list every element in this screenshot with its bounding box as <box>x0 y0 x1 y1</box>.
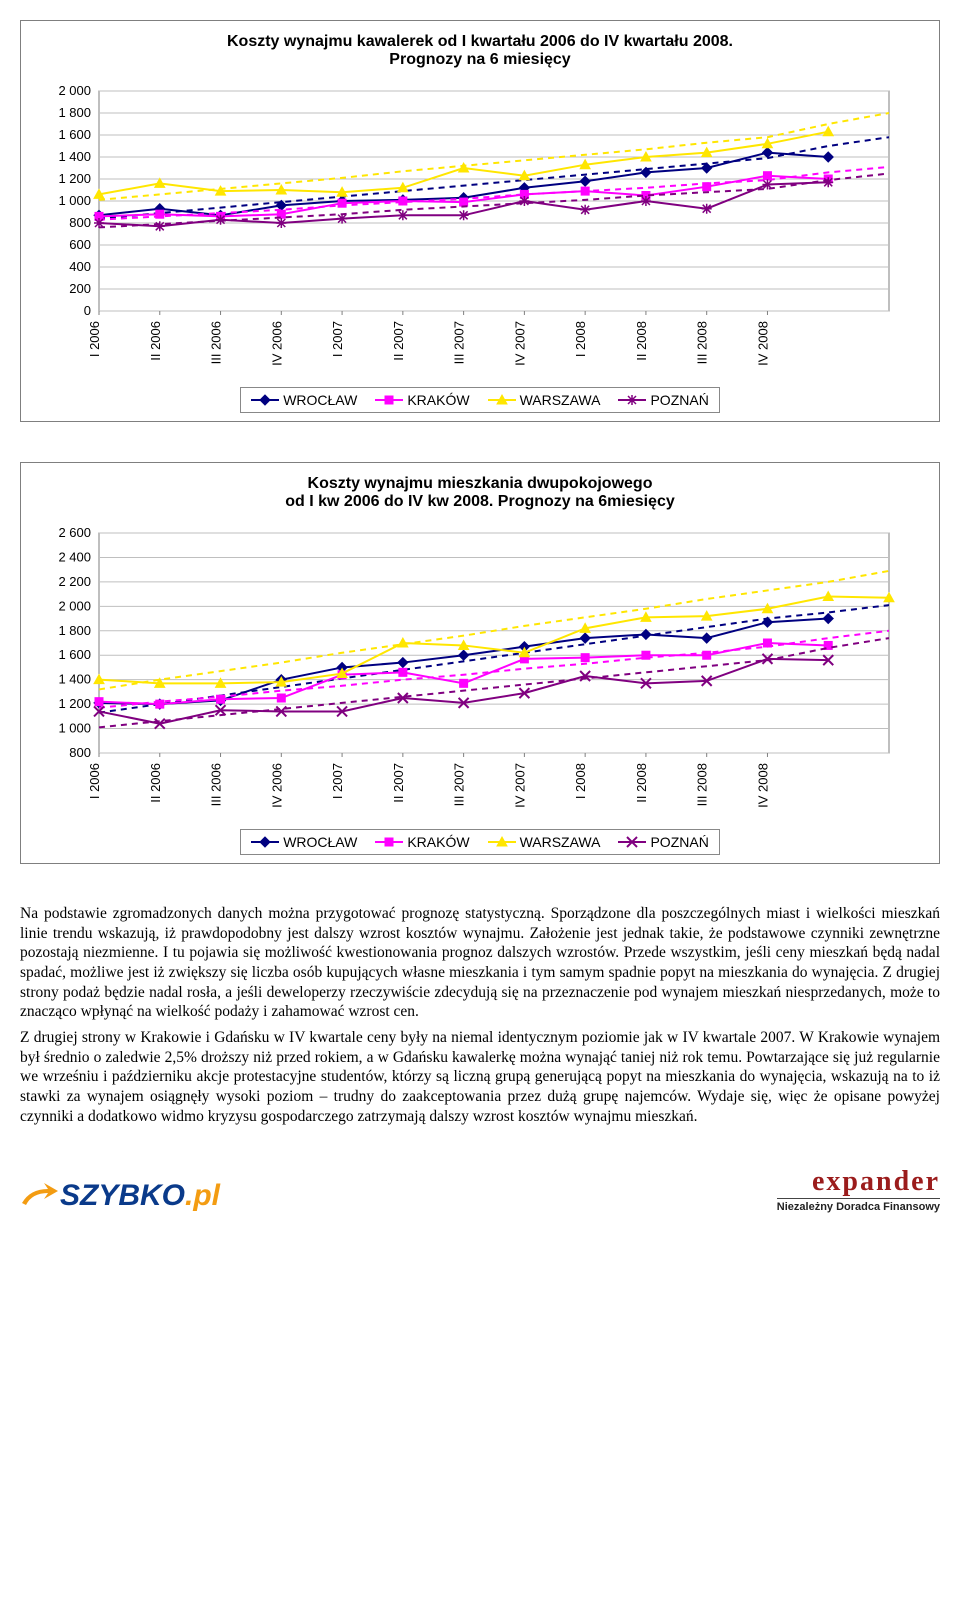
legend-label: WROCŁAW <box>283 392 357 408</box>
legend-label: KRAKÓW <box>407 392 469 408</box>
svg-text:IV 2006: IV 2006 <box>269 321 284 366</box>
svg-text:II 2008: II 2008 <box>634 321 649 361</box>
svg-text:1 400: 1 400 <box>58 149 91 164</box>
svg-text:400: 400 <box>69 259 91 274</box>
legend-label: WROCŁAW <box>283 834 357 850</box>
svg-text:200: 200 <box>69 281 91 296</box>
legend-label: POZNAŃ <box>650 392 708 408</box>
svg-text:I 2007: I 2007 <box>330 321 345 357</box>
chart2-container: Koszty wynajmu mieszkania dwupokojowego … <box>20 462 940 864</box>
legend-label: KRAKÓW <box>407 834 469 850</box>
svg-text:IV 2007: IV 2007 <box>512 321 527 366</box>
chart1-svg: 0 200 400 600 800 1 000 1 200 1 400 1 600 1 800 2 … <box>29 81 909 381</box>
svg-text:1 200: 1 200 <box>58 171 91 186</box>
svg-text:1 800: 1 800 <box>58 105 91 120</box>
chart1-title: Koszty wynajmu kawalerek od I kwartału 2… <box>29 33 931 69</box>
svg-text:III 2007: III 2007 <box>452 763 467 806</box>
svg-text:2 000: 2 000 <box>58 598 91 613</box>
chart1-legend: WROCŁAW KRAKÓW WARSZAWA POZNAŃ <box>240 387 720 413</box>
chart2-svg: 800 1 000 1 200 1 400 1 600 1 800 2 000 2 200 2 … <box>29 523 909 823</box>
svg-text:IV 2007: IV 2007 <box>512 763 527 808</box>
svg-text:1 400: 1 400 <box>58 672 91 687</box>
svg-text:III 2006: III 2006 <box>209 321 224 364</box>
chart2-legend: WROCŁAW KRAKÓW WARSZAWA POZNAŃ <box>240 829 720 855</box>
legend-item-krakow: KRAKÓW <box>375 392 469 408</box>
svg-text:II 2008: II 2008 <box>634 763 649 803</box>
svg-text:III 2006: III 2006 <box>209 763 224 806</box>
legend-label: WARSZAWA <box>520 834 601 850</box>
expander-sub: Niezależny Doradca Finansowy <box>777 1198 940 1213</box>
chart1-container: Koszty wynajmu kawalerek od I kwartału 2… <box>20 20 940 422</box>
svg-text:II 2007: II 2007 <box>391 763 406 803</box>
legend-item-warszawa: WARSZAWA <box>488 834 601 850</box>
svg-text:I 2008: I 2008 <box>573 321 588 357</box>
svg-text:800: 800 <box>69 215 91 230</box>
svg-text:1 600: 1 600 <box>58 647 91 662</box>
svg-text:IV 2008: IV 2008 <box>755 321 770 366</box>
svg-text:IV 2006: IV 2006 <box>269 763 284 808</box>
chart1-title-line1: Koszty wynajmu kawalerek od I kwartału 2… <box>227 33 733 50</box>
svg-text:2 400: 2 400 <box>58 549 91 564</box>
legend-item-wroclaw: WROCŁAW <box>251 834 357 850</box>
svg-text:800: 800 <box>69 745 91 760</box>
arrow-icon <box>20 1181 60 1211</box>
expander-logo: expander Niezależny Doradca Finansowy <box>777 1166 940 1213</box>
szybko-logo: SZYBKO.pl <box>20 1179 220 1213</box>
svg-text:I 2006: I 2006 <box>87 321 102 357</box>
svg-text:1 200: 1 200 <box>58 696 91 711</box>
body-paragraph-2: Z drugiej strony w Krakowie i Gdańsku w … <box>20 1028 940 1126</box>
svg-text:I 2007: I 2007 <box>330 763 345 799</box>
svg-text:1 800: 1 800 <box>58 623 91 638</box>
svg-text:1 600: 1 600 <box>58 127 91 142</box>
legend-item-krakow: KRAKÓW <box>375 834 469 850</box>
svg-text:0: 0 <box>84 303 91 318</box>
svg-text:2 600: 2 600 <box>58 525 91 540</box>
svg-text:I 2008: I 2008 <box>573 763 588 799</box>
svg-text:2 000: 2 000 <box>58 83 91 98</box>
svg-text:2 200: 2 200 <box>58 574 91 589</box>
szybko-text: SZYBKO <box>60 1179 185 1213</box>
svg-text:II 2007: II 2007 <box>391 321 406 361</box>
chart2-title-line2: od I kw 2006 do IV kw 2008. Prognozy na … <box>285 493 675 510</box>
body-paragraph-1: Na podstawie zgromadzonych danych można … <box>20 904 940 1022</box>
svg-text:600: 600 <box>69 237 91 252</box>
svg-text:III 2008: III 2008 <box>695 321 710 364</box>
legend-label: WARSZAWA <box>520 392 601 408</box>
logo-row: SZYBKO.pl expander Niezależny Doradca Fi… <box>20 1166 940 1213</box>
chart2-title: Koszty wynajmu mieszkania dwupokojowego … <box>29 475 931 511</box>
legend-item-wroclaw: WROCŁAW <box>251 392 357 408</box>
legend-item-warszawa: WARSZAWA <box>488 392 601 408</box>
svg-text:I 2006: I 2006 <box>87 763 102 799</box>
svg-text:II 2006: II 2006 <box>148 321 163 361</box>
svg-text:III 2008: III 2008 <box>695 763 710 806</box>
legend-label: POZNAŃ <box>650 834 708 850</box>
svg-text:1 000: 1 000 <box>58 193 91 208</box>
svg-text:1 000: 1 000 <box>58 721 91 736</box>
legend-item-poznan: POZNAŃ <box>618 834 708 850</box>
expander-text: expander <box>777 1166 940 1198</box>
svg-text:III 2007: III 2007 <box>452 321 467 364</box>
szybko-pl: .pl <box>185 1179 220 1213</box>
chart1-title-line2: Prognozy na 6 miesięcy <box>389 51 570 68</box>
chart2-title-line1: Koszty wynajmu mieszkania dwupokojowego <box>308 475 653 492</box>
legend-item-poznan: POZNAŃ <box>618 392 708 408</box>
svg-text:II 2006: II 2006 <box>148 763 163 803</box>
svg-text:IV 2008: IV 2008 <box>755 763 770 808</box>
